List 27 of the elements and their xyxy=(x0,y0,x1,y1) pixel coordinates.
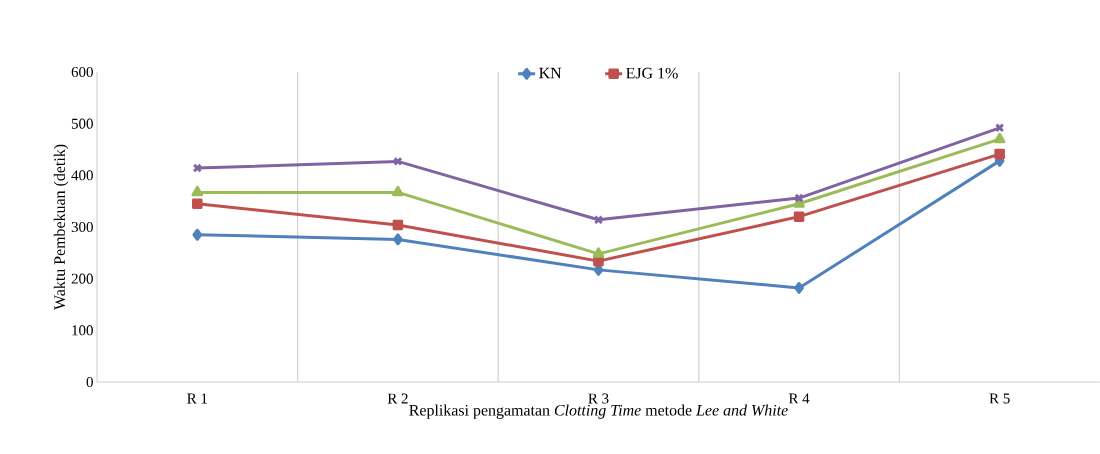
point xyxy=(994,148,1005,160)
point xyxy=(392,185,404,197)
y-tick-label: 300 xyxy=(71,221,93,233)
x-tick-label: R 5 xyxy=(989,393,1010,404)
point xyxy=(793,211,805,222)
x-tick-label: R 3 xyxy=(588,393,609,404)
y-tick-label: 600 xyxy=(71,66,93,78)
point xyxy=(191,185,204,197)
x-axis-title: Replikasi pengamatan Clotting Time metode Lee and White xyxy=(409,404,788,419)
y-tick-label: 400 xyxy=(71,170,93,181)
legend-label: EJG 1% xyxy=(626,67,678,79)
x-tick-label: R 2 xyxy=(387,393,408,404)
point xyxy=(192,228,203,241)
point xyxy=(392,219,404,231)
point xyxy=(592,247,605,258)
y-axis-title: Waktu Pembekuan (detik) xyxy=(53,144,69,311)
y-tick-label: 200 xyxy=(71,273,93,284)
point xyxy=(393,233,403,246)
y-tick-label: 100 xyxy=(72,325,93,336)
x-tick-label: R 4 xyxy=(788,393,810,404)
point xyxy=(993,132,1006,144)
y-tick-label: 500 xyxy=(71,118,93,129)
x-tick-label: R 1 xyxy=(187,393,207,404)
point xyxy=(794,281,804,294)
y-tick-label: 0 xyxy=(86,376,93,388)
point xyxy=(192,198,203,210)
legend-label: KN xyxy=(539,67,562,79)
